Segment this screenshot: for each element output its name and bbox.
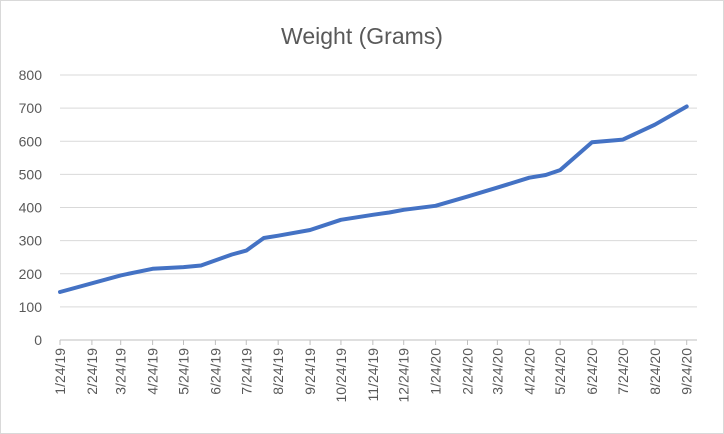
x-tick-label: 4/24/20 (521, 348, 537, 395)
x-tick-label: 6/24/19 (207, 348, 223, 395)
y-tick-label: 500 (19, 166, 43, 182)
y-axis-tick-labels: 0 100 200 300 400 500 600 700 800 (19, 67, 43, 348)
y-tick-label: 800 (19, 67, 43, 83)
x-tick-label: 2/24/19 (84, 348, 100, 395)
y-tick-label: 100 (19, 299, 43, 315)
x-tick-label: 5/24/20 (552, 348, 568, 395)
x-tick-label: 3/24/19 (113, 348, 129, 395)
x-tick-label: 8/24/20 (647, 348, 663, 395)
chart-title: Weight (Grams) (281, 23, 443, 49)
series-line-weight (58, 104, 689, 294)
x-tick-label: 2/24/20 (460, 348, 476, 395)
x-tick-label: 1/24/20 (428, 348, 444, 395)
x-tick-label: 7/24/20 (615, 348, 631, 395)
x-axis-tick-marks (59, 340, 688, 345)
x-tick-label: 8/24/19 (270, 348, 286, 395)
x-tick-label: 12/24/19 (396, 348, 412, 403)
y-tick-label: 600 (19, 133, 43, 149)
x-axis-tick-labels: 1/24/19 2/24/19 3/24/19 4/24/19 5/24/19 6/24/… (52, 348, 695, 403)
y-tick-label: 200 (19, 266, 43, 282)
x-tick-label: 9/24/20 (679, 348, 695, 395)
x-tick-label: 7/24/19 (238, 348, 254, 395)
gridlines (60, 74, 697, 308)
x-tick-label: 5/24/19 (175, 348, 191, 395)
x-tick-label: 3/24/20 (489, 348, 505, 395)
y-tick-label: 400 (19, 200, 43, 216)
x-tick-label: 1/24/19 (52, 348, 68, 395)
x-tick-label: 6/24/20 (584, 348, 600, 395)
x-tick-label: 11/24/19 (365, 348, 381, 402)
y-tick-label: 700 (19, 100, 43, 116)
y-tick-label: 300 (19, 233, 43, 249)
x-tick-label: 4/24/19 (145, 348, 161, 395)
y-tick-label: 0 (34, 332, 42, 348)
x-tick-label: 10/24/19 (333, 348, 349, 403)
x-tick-label: 9/24/19 (302, 348, 318, 395)
